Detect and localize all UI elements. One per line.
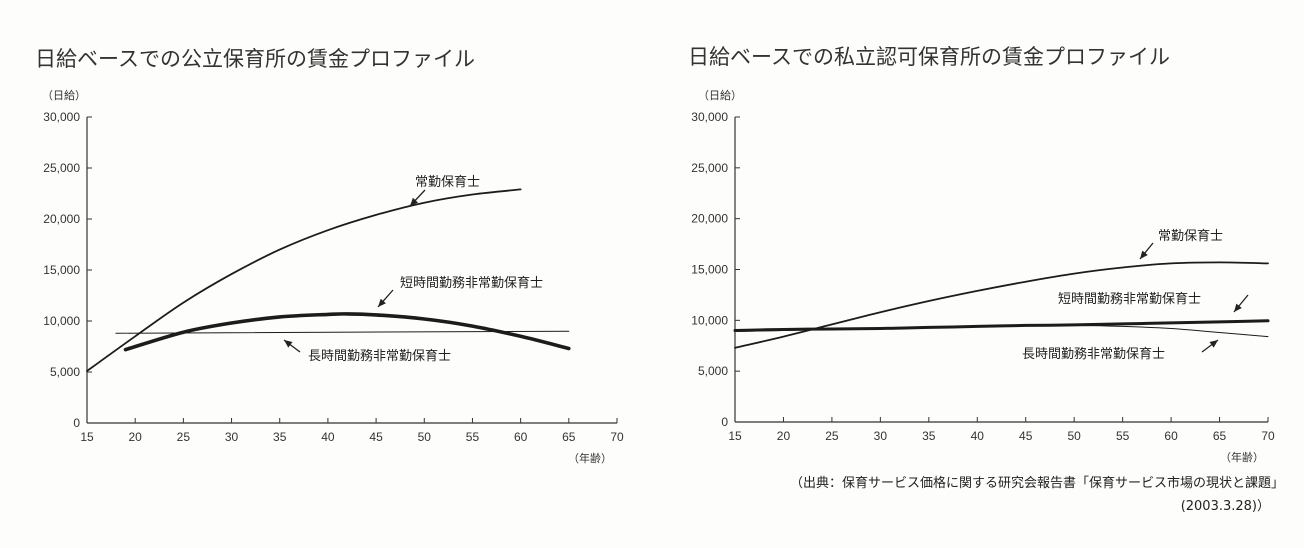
public-wage-chart: 日給ベースでの公立保育所の賃金プロファイル （日給） 0 5,000 10,000 15,… — [35, 47, 624, 465]
x-tick-label: 15 — [80, 430, 94, 444]
series-line-1 — [86, 188, 522, 372]
y-tick-label: 20,000 — [691, 212, 728, 226]
x-tick-label: 20 — [777, 429, 791, 443]
x-tick-label: 70 — [610, 430, 624, 444]
x-tick-label: 45 — [1019, 429, 1033, 443]
arrow-head — [284, 340, 293, 348]
x-tick-label: 40 — [321, 430, 335, 444]
source-citation: （出典：保育サービス価格に関する研究会報告書「保育サービス市場の現状と課題」 — [790, 475, 1284, 491]
chart-title: 日給ベースでの公立保育所の賃金プロファイル — [35, 47, 475, 71]
source-date: (2003.3.28)） — [1181, 499, 1270, 514]
x-tick-label: 35 — [922, 429, 936, 443]
x-tick-label: 25 — [825, 429, 839, 443]
private-wage-chart: 日給ベースでの私立認可保育所の賃金プロファイル （日給） 0 5,000 10,000 1… — [688, 45, 1275, 464]
y-tick-label: 25,000 — [691, 161, 728, 175]
series-label: 常勤保育士 — [1158, 228, 1223, 244]
y-tick-label: 10,000 — [43, 314, 80, 328]
x-tick-label: 50 — [1068, 429, 1082, 443]
y-axis-label: （日給） — [698, 88, 742, 102]
series-line-3 — [115, 330, 570, 334]
x-tick-label: 15 — [728, 429, 742, 443]
y-tick-label: 0 — [721, 415, 728, 429]
series-label: 短時間勤務非常勤保育士 — [400, 275, 543, 291]
series-label: 短時間勤務非常勤保育士 — [1058, 291, 1201, 307]
x-axis-label: （年齢） — [568, 451, 612, 465]
y-tick-label: 25,000 — [43, 161, 80, 175]
x-tick-label: 70 — [1261, 429, 1275, 443]
x-tick-label: 60 — [1164, 429, 1178, 443]
y-tick-label: 10,000 — [691, 313, 728, 327]
arrow-head — [1209, 340, 1218, 348]
x-tick-label: 50 — [418, 430, 432, 444]
y-tick-label: 20,000 — [43, 212, 80, 226]
x-tick-label: 65 — [1213, 429, 1227, 443]
x-tick-label: 60 — [514, 430, 528, 444]
y-tick-label: 30,000 — [691, 110, 728, 124]
x-axis-label: （年齢） — [1220, 450, 1264, 464]
series-label: 常勤保育士 — [415, 174, 480, 190]
y-tick-label: 5,000 — [50, 365, 80, 379]
x-tick-label: 30 — [874, 429, 888, 443]
x-tick-label: 45 — [369, 430, 383, 444]
arrow-head — [1140, 250, 1148, 259]
x-tick-label: 35 — [273, 430, 287, 444]
x-tick-label: 20 — [129, 430, 143, 444]
series-line-3 — [734, 324, 1269, 338]
x-tick-label: 40 — [971, 429, 985, 443]
series-label: 長時間勤務非常勤保育士 — [308, 348, 451, 364]
arrow-head — [1234, 303, 1242, 312]
y-tick-label: 5,000 — [698, 364, 728, 378]
series-line-2 — [123, 312, 571, 352]
series-line-1 — [734, 261, 1269, 349]
y-tick-label: 15,000 — [43, 263, 80, 277]
arrow-head — [378, 298, 386, 307]
chart-title: 日給ベースでの私立認可保育所の賃金プロファイル — [688, 45, 1170, 69]
y-axis-label: （日給） — [42, 88, 86, 102]
x-tick-label: 55 — [1116, 429, 1130, 443]
x-tick-label: 65 — [562, 430, 576, 444]
y-tick-label: 30,000 — [43, 110, 80, 124]
x-tick-label: 30 — [225, 430, 239, 444]
y-tick-label: 0 — [73, 416, 80, 430]
x-tick-label: 25 — [177, 430, 191, 444]
y-tick-label: 15,000 — [691, 263, 728, 277]
x-tick-label: 55 — [466, 430, 480, 444]
series-label: 長時間勤務非常勤保育士 — [1022, 346, 1165, 362]
arrow-head — [410, 197, 418, 206]
